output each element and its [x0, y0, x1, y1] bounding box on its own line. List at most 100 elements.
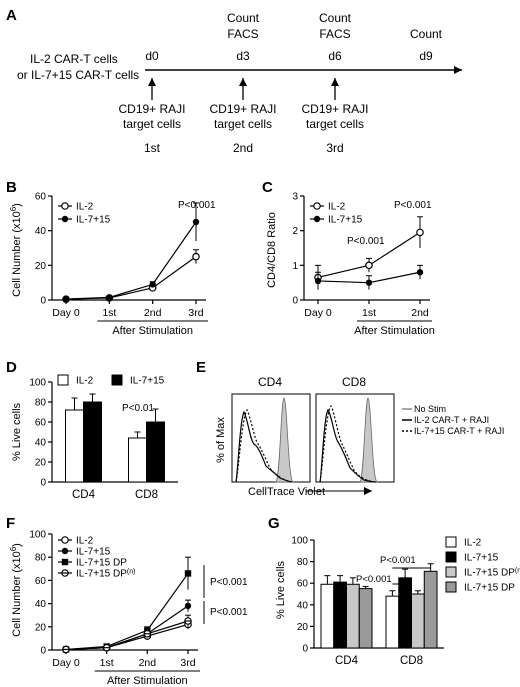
c-ylabel: CD4/CD8 Ratio — [266, 212, 278, 288]
c-legend-1-point — [313, 215, 321, 223]
hist-cd8-no-stim — [359, 397, 379, 483]
b-y-tick-label: 20 — [35, 261, 47, 272]
b-y-tick-label: 40 — [35, 226, 47, 237]
b-annotation: P<0.001 — [178, 200, 216, 211]
d-y-tick-label: 100 — [29, 378, 46, 389]
target-3-line2: target cells — [306, 117, 364, 131]
f-y-tick-label: 40 — [35, 599, 47, 610]
g-y-tick-label: 40 — [297, 600, 309, 611]
g-annotation-0: P<0.001 — [356, 574, 392, 585]
g-x-tick-label: CD8 — [400, 655, 423, 667]
target-1-ord: 1st — [144, 141, 161, 155]
c-series-0-point — [365, 261, 373, 270]
f-xlabel: After Stimulation — [107, 675, 188, 687]
target-2-ord: 2nd — [233, 141, 253, 155]
g-bar — [333, 581, 347, 649]
c-legend-1-label: IL-7+15 — [328, 215, 363, 226]
hist-legend-no-stim: No Stim — [414, 404, 446, 414]
day-label-d0: d0 — [145, 49, 159, 63]
day-label-d6: d6 — [328, 49, 342, 63]
f-y-tick-label: 20 — [35, 622, 47, 633]
f-series-1-line — [65, 605, 189, 651]
c-legend-0-label: IL-2 — [328, 202, 346, 213]
top-label-d6-line2: FACS — [319, 27, 350, 41]
target-2-line2: target cells — [214, 117, 272, 131]
d-bar — [146, 421, 165, 483]
d-y-tick-label: 20 — [35, 458, 47, 469]
c-series-1-point — [314, 277, 322, 285]
b-x-tick-label: 3rd — [188, 307, 203, 319]
f-ylabel: Cell Number (x106) — [9, 543, 24, 637]
hist-ylabel: % of Max — [215, 417, 227, 463]
g-bar — [411, 593, 425, 649]
d-legend-0-label: IL-2 — [76, 376, 94, 387]
b-series-1-point — [192, 218, 200, 226]
f-legend-2-label: IL-7+15 DP — [76, 558, 127, 569]
top-label-d3-line1: Count — [227, 11, 260, 25]
d-x-tick-label: CD8 — [135, 489, 158, 501]
b-series-0-line — [65, 256, 197, 300]
f-y-tick-label: 0 — [40, 646, 46, 657]
f-x-tick-label: 2nd — [139, 657, 157, 669]
hist-legend-il715: IL-7+15 CAR-T + RAJI — [414, 426, 504, 436]
charts-layer: Cell Number (x106) 0 20 40 60 Day 0 1st 2nd 3rd A… — [9, 192, 520, 687]
g-legend-3-label: IL-7+15 DP — [464, 583, 515, 594]
d-bar — [65, 409, 84, 483]
d-ylabel: % Live cells — [11, 402, 23, 461]
g-y-tick-label: 100 — [291, 536, 308, 547]
c-x-tick-label: 2nd — [411, 307, 429, 319]
g-bar — [358, 588, 373, 649]
f-annotation-0: P<0.001 — [210, 577, 248, 588]
panel-letter-e: E — [196, 359, 206, 376]
f-legend-1-point — [61, 547, 69, 555]
b-series-0-point — [192, 252, 200, 261]
g-legend-1-label: IL-7+15 — [464, 553, 499, 564]
hist-cd4-no-stim — [275, 397, 295, 483]
b-x-tick-label: Day 0 — [52, 307, 80, 319]
f-y-tick-label: 80 — [35, 553, 47, 564]
c-x-tick-label: Day 0 — [304, 307, 332, 319]
g-bar — [385, 595, 400, 649]
panel-letter-d: D — [6, 359, 17, 376]
c-y-tick-label: 1 — [292, 261, 298, 272]
g-legend-0-swatch — [445, 536, 457, 548]
f-x-tick-label: 3rd — [180, 657, 195, 669]
panel-letter-f: F — [6, 515, 15, 532]
f-legend-0-point — [61, 536, 69, 544]
hist-cd4-il2 — [235, 410, 293, 483]
g-x-tick-label: CD4 — [335, 655, 359, 667]
f-y-tick-label: 100 — [29, 530, 46, 541]
panel-letter-a: A — [6, 7, 17, 24]
timeline-panel: IL-2 CAR-T cells or IL-7+15 CAR-T cells … — [17, 11, 462, 155]
c-series-1-point — [416, 269, 424, 276]
timeline-left-line2: or IL-7+15 CAR-T cells — [17, 68, 139, 82]
d-y-tick-label: 60 — [35, 418, 47, 429]
hist-box-cd4 — [231, 393, 311, 483]
b-x-tick-label: 1st — [102, 307, 116, 319]
g-y-tick-label: 0 — [302, 644, 308, 655]
target-3-line1: CD19+ RAJI — [301, 102, 368, 116]
g-bar — [423, 570, 438, 649]
c-x-tick-label: 1st — [362, 307, 376, 319]
day-label-d3: d3 — [236, 49, 250, 63]
f-legend-1-label: IL-7+15 — [76, 547, 111, 558]
d-bar — [128, 437, 147, 483]
b-legend-1-point — [61, 215, 69, 223]
f-x-tick-label: 1st — [100, 657, 114, 669]
top-label-d3-line2: FACS — [227, 27, 258, 41]
b-y-tick-label: 60 — [35, 192, 47, 203]
c-series-1-point — [365, 279, 373, 286]
hist-box-cd8 — [315, 393, 395, 483]
g-y-tick-label: 60 — [297, 579, 309, 590]
g-legend-0-label: IL-2 — [464, 538, 482, 549]
d-legend-1-swatch — [111, 374, 123, 386]
top-label-d6-line1: Count — [319, 11, 352, 25]
c-series-0-point — [416, 228, 424, 237]
f-series-2-line — [65, 573, 189, 651]
b-x-tick-label: 2nd — [144, 307, 162, 319]
d-legend-0-swatch — [57, 374, 69, 386]
d-x-tick-label: CD4 — [72, 489, 96, 501]
g-bar — [398, 577, 412, 649]
f-legend-0-label: IL-2 — [76, 536, 94, 547]
